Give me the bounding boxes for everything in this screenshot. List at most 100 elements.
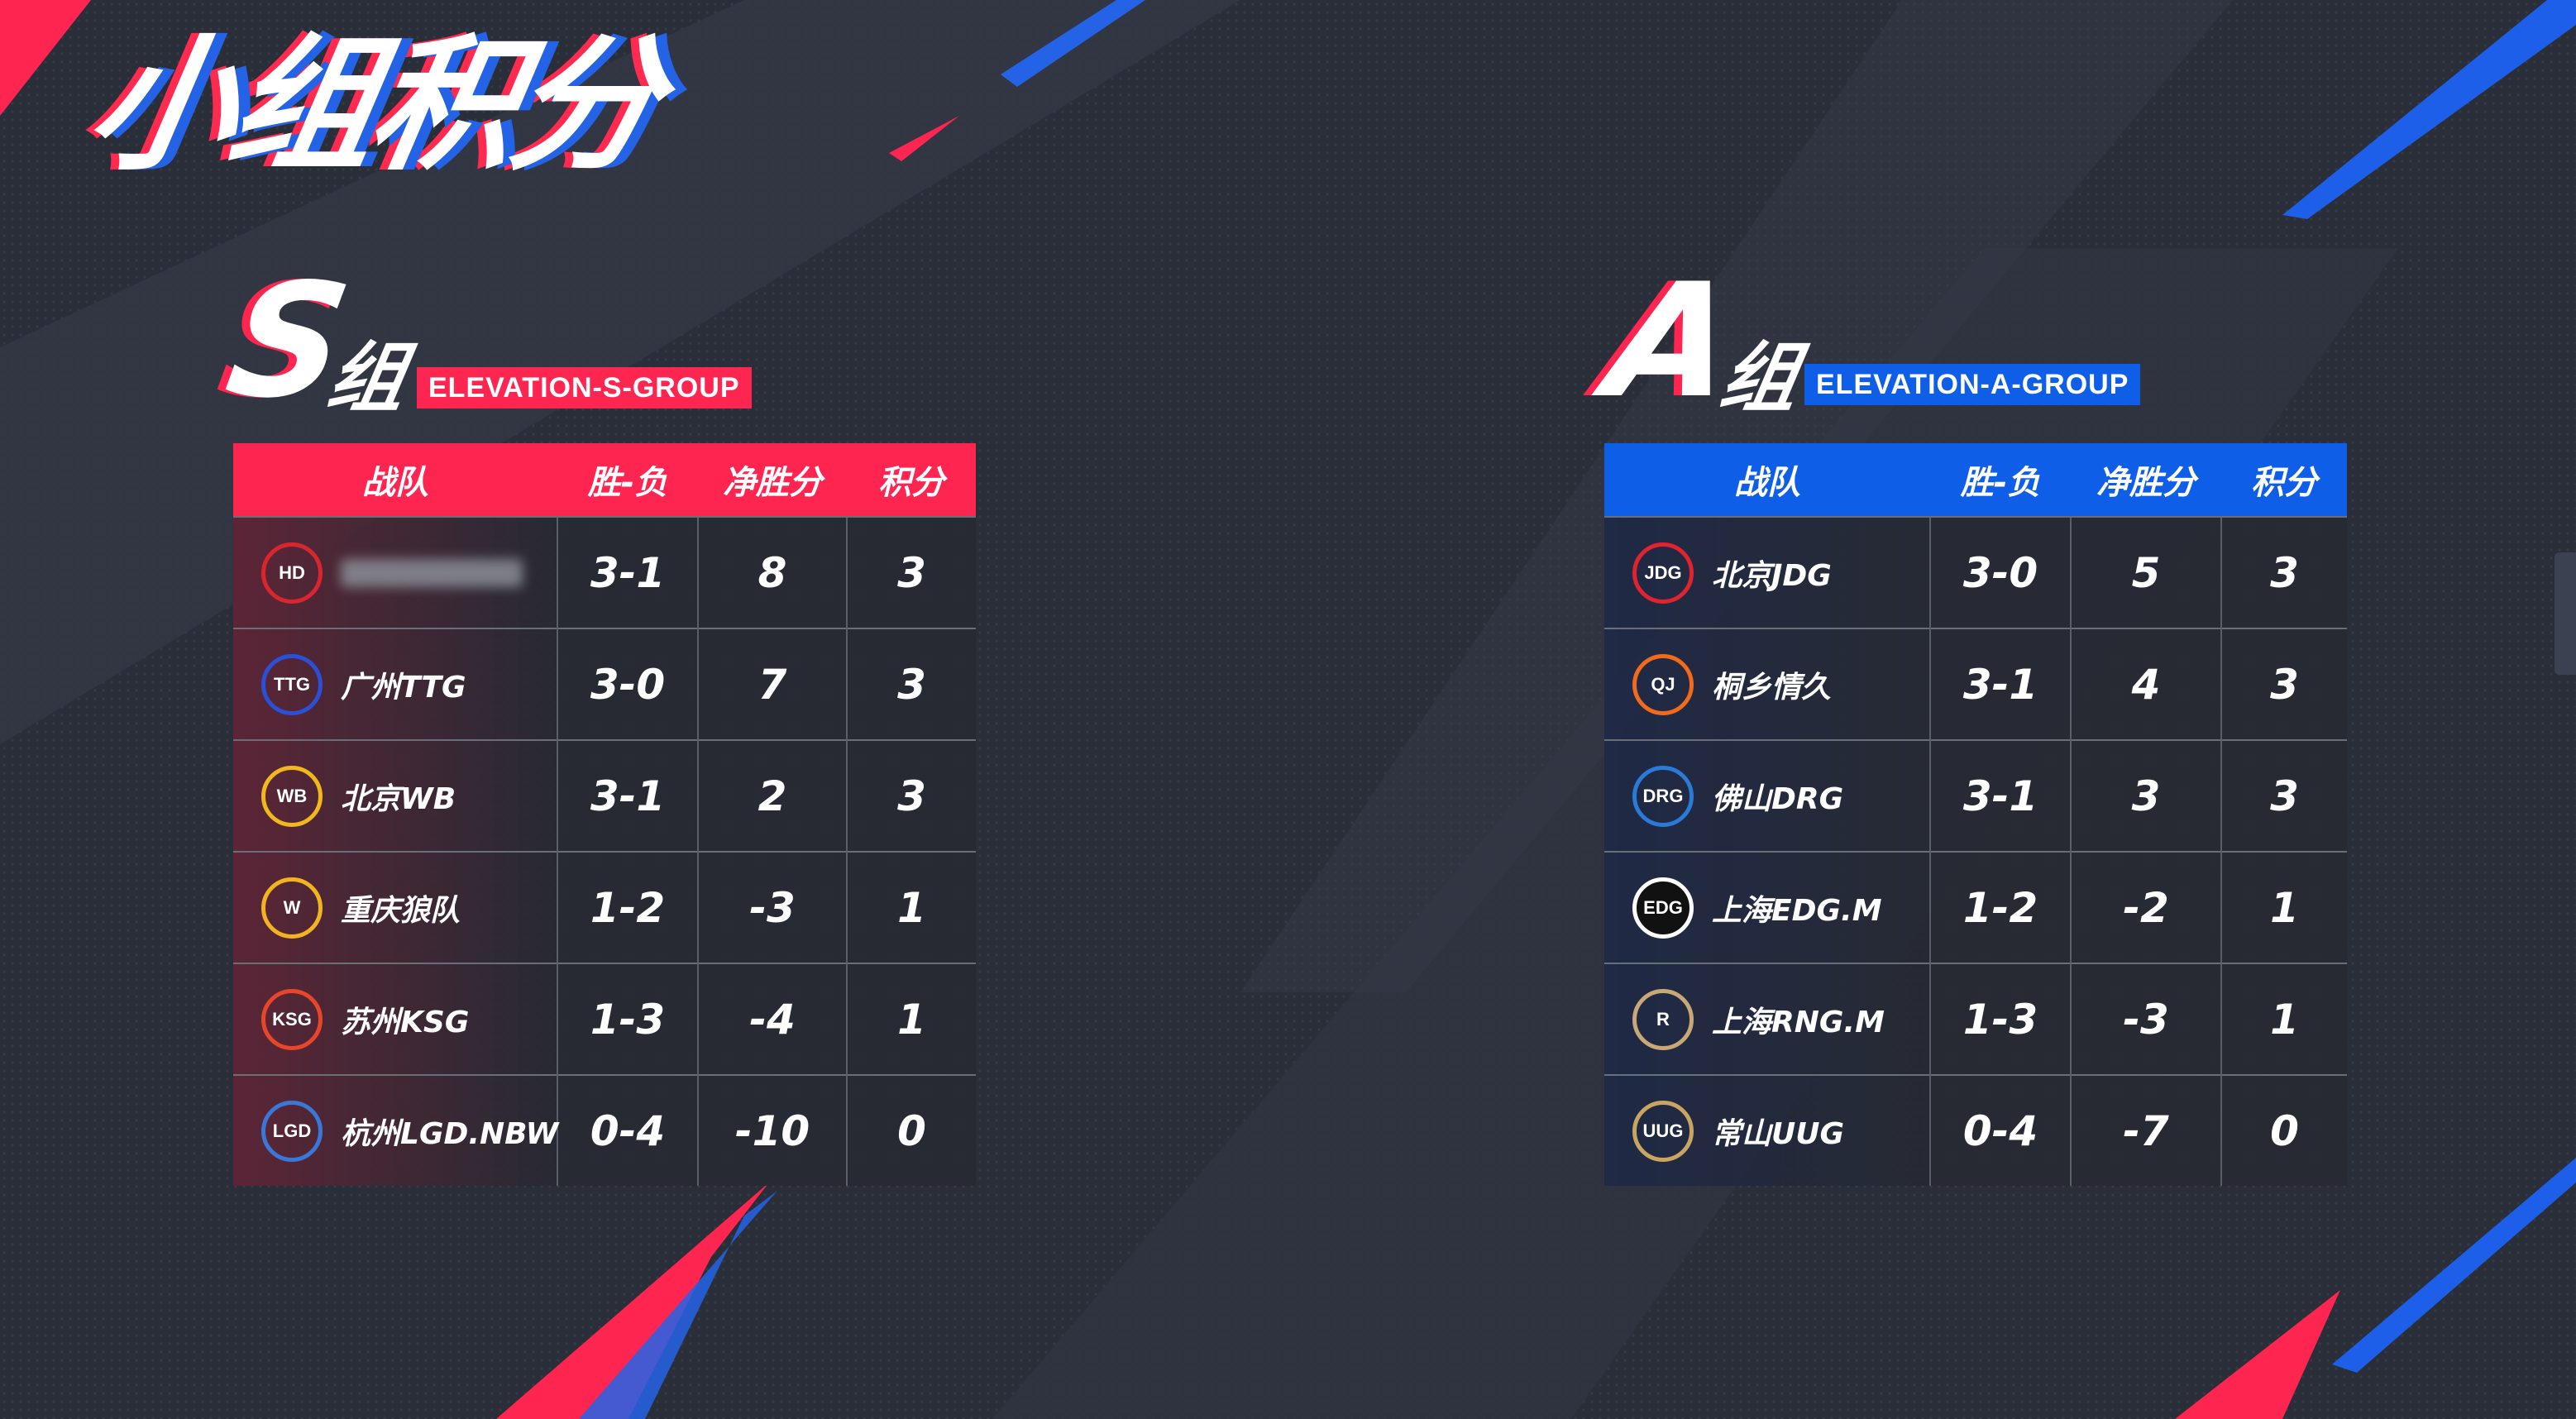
uug-logo-icon: UUG bbox=[1632, 1100, 1694, 1162]
net-score: 7 bbox=[697, 628, 847, 740]
table-row: W 重庆狼队 1-2 -3 1 bbox=[233, 851, 976, 963]
net-score: -2 bbox=[2070, 851, 2221, 963]
points: 0 bbox=[846, 1074, 976, 1186]
wolves-logo-icon: W bbox=[261, 877, 323, 939]
net-score: -3 bbox=[2070, 963, 2221, 1075]
win-loss: 1-2 bbox=[1929, 851, 2071, 963]
jdg-logo-icon: JDG bbox=[1632, 542, 1694, 604]
net-score: -7 bbox=[2070, 1074, 2221, 1186]
table-header-row: 战队 胜-负 净胜分 积分 bbox=[233, 443, 976, 517]
team-cell: JDG 北京JDG bbox=[1604, 516, 1930, 628]
win-loss: 0-4 bbox=[557, 1074, 698, 1186]
net-score: 3 bbox=[2070, 739, 2221, 852]
team-name: 上海EDG.M bbox=[1712, 893, 1882, 928]
header-points: 积分 bbox=[847, 443, 976, 517]
ksg-logo-icon: KSG bbox=[261, 988, 323, 1050]
team-name: 常山UUG bbox=[1712, 1116, 1845, 1151]
s-group-tag: ELEVATION-S-GROUP bbox=[417, 367, 752, 408]
table-row: QJ 桐乡情久 3-1 4 3 bbox=[1604, 628, 2347, 740]
header-net-score: 净胜分 bbox=[2071, 443, 2221, 517]
table-row: KSG 苏州KSG 1-3 -4 1 bbox=[233, 963, 976, 1075]
team-name: 北京WB bbox=[341, 781, 456, 816]
team-cell: QJ 桐乡情久 bbox=[1604, 628, 1930, 740]
team-name: 上海RNG.M bbox=[1712, 1005, 1885, 1039]
team-cell: DRG 佛山DRG bbox=[1604, 739, 1930, 852]
net-score: 5 bbox=[2070, 516, 2221, 628]
table-row: TTG 广州TTG 3-0 7 3 bbox=[233, 628, 976, 740]
net-score: -10 bbox=[697, 1074, 847, 1186]
team-cell: WB 北京WB bbox=[233, 739, 557, 852]
points: 0 bbox=[2220, 1074, 2347, 1186]
ttg-logo-icon: TTG bbox=[261, 653, 323, 715]
table-row: UUG 常山UUG 0-4 -7 0 bbox=[1604, 1074, 2347, 1186]
team-name: 苏州KSG bbox=[341, 1005, 470, 1039]
points: 3 bbox=[2220, 516, 2347, 628]
header-net-score: 净胜分 bbox=[698, 443, 847, 517]
points: 1 bbox=[2220, 851, 2347, 963]
a-group-suffix: 组 bbox=[1713, 334, 1806, 423]
team-cell: W 重庆狼队 bbox=[233, 851, 557, 963]
win-loss: 1-3 bbox=[557, 963, 698, 1075]
header-points: 积分 bbox=[2221, 443, 2347, 517]
header-team: 战队 bbox=[233, 443, 557, 517]
header-win-loss: 胜-负 bbox=[1930, 443, 2071, 517]
win-loss: 3-0 bbox=[557, 628, 698, 740]
points: 3 bbox=[2220, 628, 2347, 740]
win-loss: 1-2 bbox=[557, 851, 698, 963]
a-group-standings-table: 战队 胜-负 净胜分 积分 JDG 北京JDG 3-0 5 3 QJ 桐乡情久 … bbox=[1604, 443, 2347, 1186]
points: 3 bbox=[846, 516, 976, 628]
team-cell: R 上海RNG.M bbox=[1604, 963, 1930, 1075]
table-row: DRG 佛山DRG 3-1 3 3 bbox=[1604, 739, 2347, 852]
team-cell: LGD 杭州LGD.NBW bbox=[233, 1074, 559, 1186]
table-row: R 上海RNG.M 1-3 -3 1 bbox=[1604, 963, 2347, 1075]
team-cell: TTG 广州TTG bbox=[233, 628, 557, 740]
win-loss: 3-1 bbox=[1929, 628, 2071, 740]
points: 1 bbox=[846, 851, 976, 963]
net-score: 2 bbox=[697, 739, 847, 852]
points: 1 bbox=[846, 963, 976, 1075]
header-win-loss: 胜-负 bbox=[557, 443, 698, 517]
drg-logo-icon: DRG bbox=[1632, 765, 1694, 827]
net-score: -4 bbox=[697, 963, 847, 1075]
s-group-suffix: 组 bbox=[321, 334, 413, 423]
table-header-row: 战队 胜-负 净胜分 积分 bbox=[1604, 443, 2347, 517]
header-team: 战队 bbox=[1604, 443, 1930, 517]
points: 3 bbox=[2220, 739, 2347, 852]
team-cell: HD bbox=[233, 516, 557, 628]
win-loss: 0-4 bbox=[1929, 1074, 2071, 1186]
wb-logo-icon: WB bbox=[261, 765, 323, 827]
page-title: 小组积分 bbox=[76, 21, 669, 190]
table-row: EDG 上海EDG.M 1-2 -2 1 bbox=[1604, 851, 2347, 963]
points: 3 bbox=[846, 628, 976, 740]
net-score: -3 bbox=[697, 851, 847, 963]
team-name: 杭州LGD.NBW bbox=[341, 1116, 559, 1151]
hd-logo-icon: HD bbox=[261, 542, 323, 604]
team-name: 重庆狼队 bbox=[341, 893, 461, 928]
net-score: 8 bbox=[697, 516, 847, 628]
edg-logo-icon: EDG bbox=[1632, 877, 1694, 939]
team-name: 北京JDG bbox=[1712, 558, 1832, 593]
win-loss: 3-0 bbox=[1929, 516, 2071, 628]
team-cell: EDG 上海EDG.M bbox=[1604, 851, 1930, 963]
table-row: LGD 杭州LGD.NBW 0-4 -10 0 bbox=[233, 1074, 976, 1186]
team-name: 广州TTG bbox=[341, 670, 466, 705]
side-collapse-tab[interactable] bbox=[2554, 552, 2576, 675]
team-name: 桐乡情久 bbox=[1712, 670, 1832, 705]
team-cell: UUG 常山UUG bbox=[1604, 1074, 1930, 1186]
rng-logo-icon: R bbox=[1632, 988, 1694, 1050]
a-group-tag: ELEVATION-A-GROUP bbox=[1804, 364, 2141, 405]
team-name: 佛山DRG bbox=[1712, 781, 1844, 816]
win-loss: 3-1 bbox=[557, 739, 698, 852]
table-row: WB 北京WB 3-1 2 3 bbox=[233, 739, 976, 852]
lgd-logo-icon: LGD bbox=[261, 1100, 323, 1162]
table-row: HD 3-1 8 3 bbox=[233, 516, 976, 628]
points: 1 bbox=[2220, 963, 2347, 1075]
points: 3 bbox=[846, 739, 976, 852]
team-cell: KSG 苏州KSG bbox=[233, 963, 557, 1075]
team-name bbox=[341, 558, 523, 587]
s-group-standings-table: 战队 胜-负 净胜分 积分 HD 3-1 8 3 TTG 广州TTG 3-0 7… bbox=[233, 443, 976, 1186]
net-score: 4 bbox=[2070, 628, 2221, 740]
qj-logo-icon: QJ bbox=[1632, 653, 1694, 715]
win-loss: 3-1 bbox=[557, 516, 698, 628]
win-loss: 1-3 bbox=[1929, 963, 2071, 1075]
